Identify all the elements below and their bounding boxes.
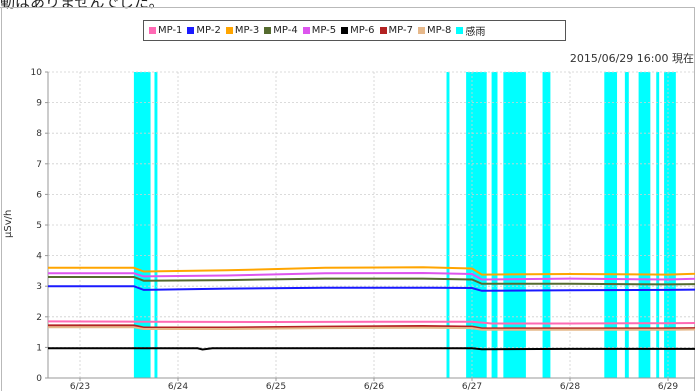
series-line-mp-3 bbox=[48, 266, 695, 276]
legend-item: MP-1 bbox=[149, 25, 182, 36]
legend-swatch bbox=[456, 27, 464, 34]
legend-item: 感雨 bbox=[456, 23, 485, 38]
legend-label: 感雨 bbox=[465, 27, 486, 38]
legend-item: MP-6 bbox=[341, 25, 375, 36]
rain-bar bbox=[491, 72, 498, 378]
x-tick-label: 6/25 bbox=[266, 382, 286, 391]
y-tick-label: 10 bbox=[31, 68, 43, 78]
legend-swatch bbox=[379, 27, 387, 34]
legend-label: MP-7 bbox=[388, 25, 413, 36]
y-tick-label: 8 bbox=[36, 129, 42, 139]
caption-text: 動はありませんでした。 bbox=[0, 0, 164, 11]
y-tick-label: 5 bbox=[36, 221, 42, 231]
legend-swatch bbox=[149, 27, 156, 34]
rain-bar bbox=[542, 72, 551, 378]
legend-item: MP-4 bbox=[264, 25, 298, 36]
x-tick-label: 6/23 bbox=[70, 382, 90, 391]
legend-label: MP-6 bbox=[350, 25, 375, 36]
x-tick-label: 6/29 bbox=[658, 382, 678, 391]
chart-panel bbox=[1, 7, 695, 391]
series-line-mp-5 bbox=[48, 271, 695, 281]
x-tick-label: 6/24 bbox=[168, 382, 188, 391]
rain-bar bbox=[446, 72, 450, 378]
legend-label: MP-2 bbox=[196, 25, 221, 36]
series-layer bbox=[48, 266, 695, 351]
legend-swatch bbox=[417, 27, 425, 34]
legend-label: MP-5 bbox=[311, 25, 337, 36]
rain-bar bbox=[604, 72, 618, 378]
y-tick-label: 0 bbox=[36, 374, 42, 384]
x-tick-label: 6/28 bbox=[560, 382, 580, 391]
y-tick-label: 4 bbox=[36, 252, 42, 262]
y-tick-label: 1 bbox=[36, 343, 42, 353]
legend-item: MP-3 bbox=[225, 25, 260, 36]
series-line-mp-6 bbox=[48, 347, 695, 351]
legend-item: MP-7 bbox=[379, 25, 413, 36]
legend-label: MP-8 bbox=[426, 25, 452, 36]
legend-swatch bbox=[225, 27, 233, 34]
y-tick-label: 9 bbox=[36, 99, 42, 109]
x-tick-label: 6/26 bbox=[364, 382, 384, 391]
x-tick-label: 6/27 bbox=[462, 382, 482, 391]
series-line-mp-2 bbox=[48, 285, 695, 292]
legend-swatch bbox=[302, 27, 310, 34]
legend-label: MP-4 bbox=[273, 25, 298, 36]
axis-layer: 0 1 2 3 4 5 6 7 8 9 10 6/23 6/24 6/25 6/26 6/27 6/28 6/29 bbox=[31, 68, 695, 391]
legend-swatch bbox=[264, 27, 272, 34]
legend-item: MP-5 bbox=[302, 25, 337, 36]
legend-item: MP-8 bbox=[417, 25, 452, 36]
y-tick-label: 7 bbox=[36, 160, 42, 170]
legend-label: MP-1 bbox=[158, 25, 183, 36]
y-tick-label: 2 bbox=[36, 313, 42, 323]
series-line-mp-8 bbox=[48, 326, 695, 331]
timestamp-label: 2015/06/29 16:00 現在 bbox=[569, 52, 694, 65]
legend-swatch bbox=[341, 27, 349, 34]
series-line-mp-7 bbox=[48, 324, 695, 330]
rain-bar bbox=[133, 72, 151, 378]
y-axis-label: μSv/h bbox=[3, 209, 14, 238]
legend-item: MP-2 bbox=[187, 25, 221, 36]
legend-label: MP-3 bbox=[234, 25, 260, 36]
y-tick-label: 6 bbox=[36, 190, 42, 200]
series-line-mp-4 bbox=[48, 276, 695, 286]
rain-bar bbox=[503, 72, 526, 378]
y-tick-label: 3 bbox=[36, 282, 42, 292]
chart-legend: MP-1 MP-2 MP-3 MP-4 MP-5 MP-6 MP-7 MP-8 感雨 bbox=[143, 20, 566, 41]
legend-swatch bbox=[187, 27, 195, 34]
grid-layer bbox=[48, 71, 695, 379]
rain-bar bbox=[154, 72, 158, 378]
rain-bar bbox=[624, 72, 629, 378]
series-line-mp-1 bbox=[48, 320, 695, 325]
